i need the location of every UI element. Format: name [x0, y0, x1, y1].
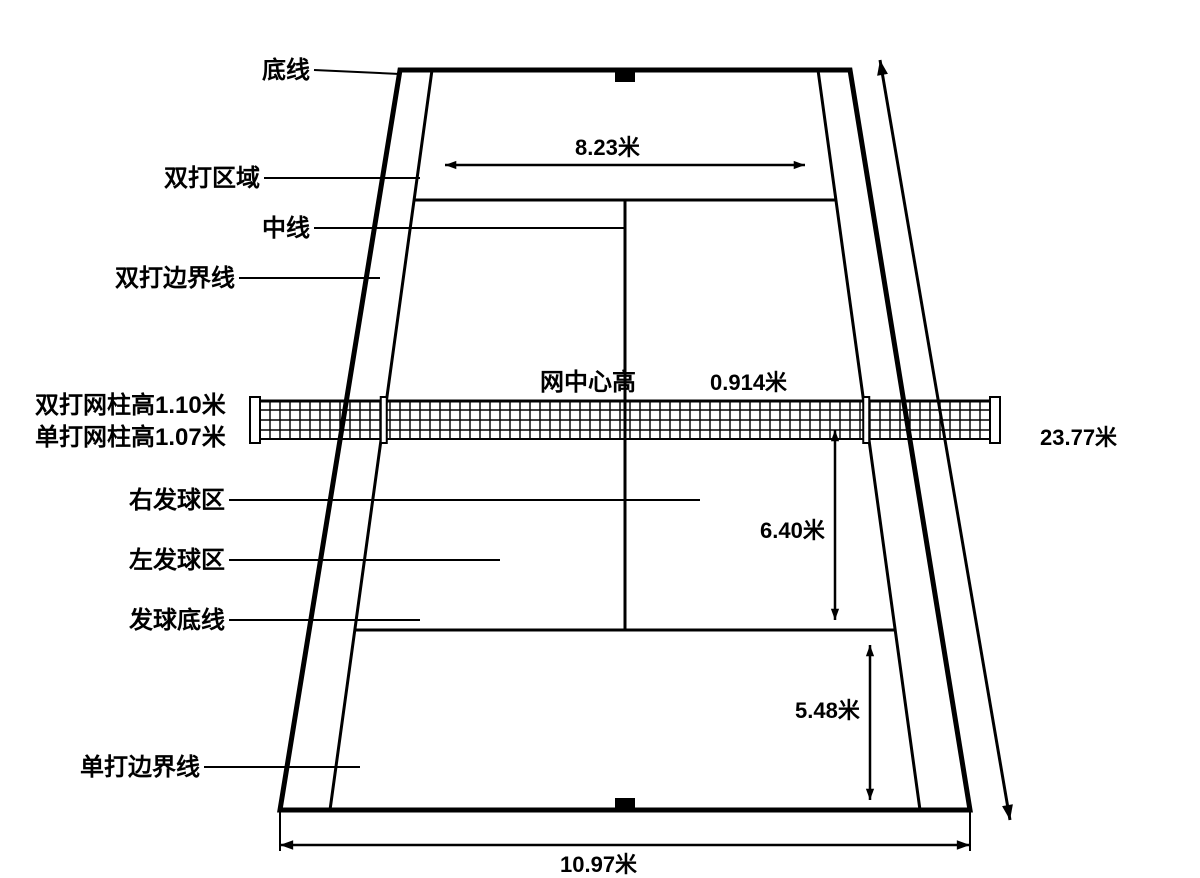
label-doubles-post-height: 双打网柱高1.10米 — [35, 391, 226, 419]
value-singles-width: 8.23米 — [575, 135, 641, 160]
value-net-center-height: 0.914米 — [710, 370, 788, 395]
net — [250, 401, 1000, 439]
center-mark-near — [615, 798, 635, 810]
tennis-court-diagram: 底线双打区域中线双打边界线右发球区左发球区发球底线单打边界线 双打网柱高1.10米… — [0, 0, 1200, 878]
label-baseline: 底线 — [262, 56, 310, 84]
label-net-center-height: 网中心高 — [540, 368, 636, 396]
net-post-right — [990, 397, 1000, 443]
label-singles-sideline: 单打边界线 — [80, 753, 200, 781]
label-service-baseline: 发球底线 — [128, 606, 225, 634]
singles-stick-left — [381, 397, 387, 443]
label-doubles-sideline: 双打边界线 — [115, 264, 235, 292]
net-post-left — [250, 397, 260, 443]
dimension-backcourt-depth — [866, 645, 874, 800]
dimension-singles-width — [445, 161, 805, 169]
label-singles-post-height: 单打网柱高1.07米 — [35, 423, 226, 451]
value-backcourt-depth: 5.48米 — [795, 698, 861, 723]
dimension-service-depth — [831, 430, 839, 620]
singles-stick-right — [863, 397, 869, 443]
center-mark-far — [615, 70, 635, 82]
value-court-length: 23.77米 — [1040, 425, 1118, 450]
label-doubles-area: 双打区域 — [164, 164, 260, 192]
value-service-depth: 6.40米 — [760, 518, 826, 543]
label-center-line: 中线 — [262, 215, 310, 242]
label-left-service: 左发球区 — [129, 546, 225, 574]
dimension-court-width — [280, 810, 970, 851]
label-right-service: 右发球区 — [129, 486, 225, 514]
label-group: 底线双打区域中线双打边界线右发球区左发球区发球底线单打边界线 双打网柱高1.10米… — [35, 56, 1118, 877]
value-doubles-width: 10.97米 — [560, 852, 638, 877]
leader-line — [314, 70, 400, 74]
